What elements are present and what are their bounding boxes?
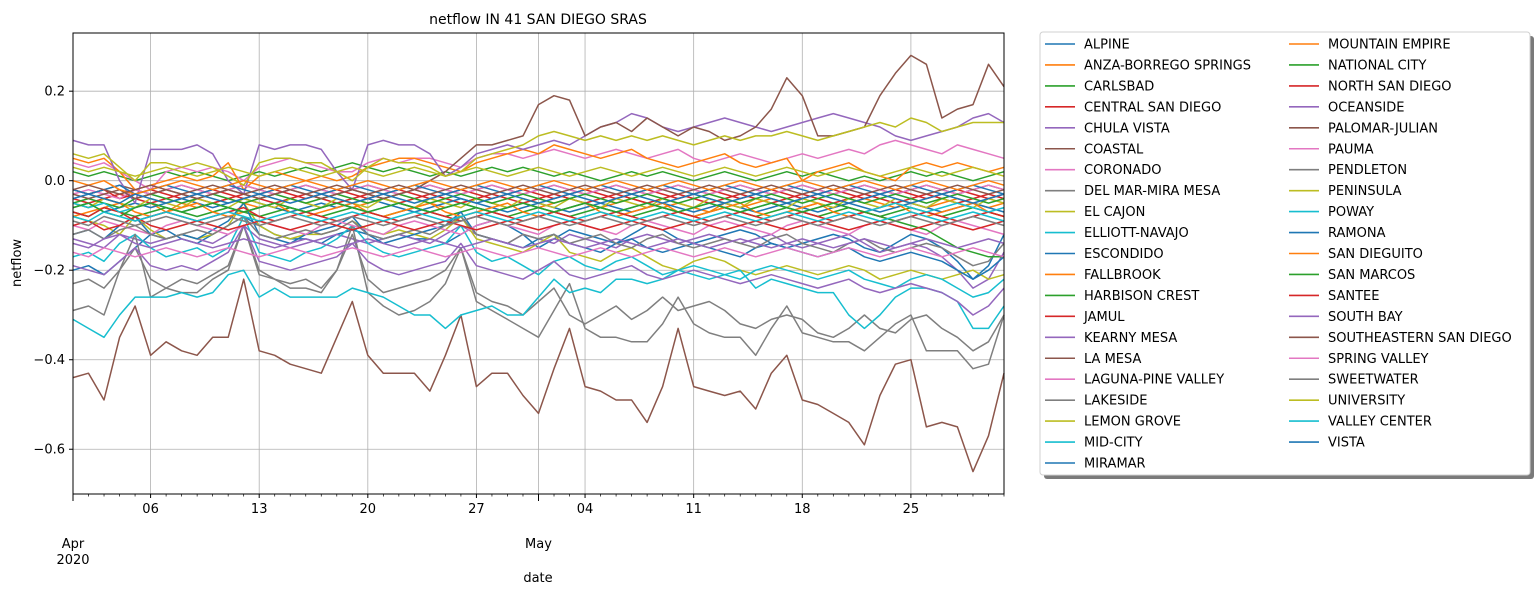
x-tick-label: 20 — [360, 502, 377, 517]
legend-label-alpine: ALPINE — [1084, 38, 1130, 53]
legend-label-elliott-navajo: ELLIOTT-NAVAJO — [1084, 226, 1189, 241]
x-major-tick-label: May — [525, 537, 552, 552]
grid-lines — [72, 33, 1004, 494]
y-tick-label: −0.4 — [33, 353, 65, 368]
legend-label-poway: POWAY — [1328, 205, 1374, 220]
series-line-vista — [72, 193, 1005, 204]
series-line-lakeside — [72, 224, 1005, 370]
series-line-san-marcos — [72, 202, 1004, 258]
chart-title: netflow IN 41 SAN DIEGO SRAS — [429, 12, 647, 28]
series-line-peninsula — [72, 117, 1004, 186]
series-line-national-city — [72, 193, 1005, 209]
series-line-la-mesa — [72, 278, 1005, 473]
legend-label-el-cajon: EL CAJON — [1084, 205, 1145, 220]
x-major-tick-label: Apr — [62, 537, 85, 552]
legend-label-sweetwater: SWEETWATER — [1328, 373, 1419, 388]
legend-label-miramar: MIRAMAR — [1084, 457, 1146, 472]
x-tick-label: 06 — [142, 502, 159, 517]
x-major-tick-sublabel: 2020 — [56, 553, 89, 568]
legend-label-escondido: ESCONDIDO — [1084, 247, 1164, 262]
legend-label-spring-valley: SPRING VALLEY — [1328, 352, 1429, 367]
x-tick-label: 11 — [685, 502, 702, 517]
legend-label-mountain-empire: MOUNTAIN EMPIRE — [1328, 38, 1451, 53]
legend-label-chula-vista: CHULA VISTA — [1084, 121, 1170, 136]
legend-label-coastal: COASTAL — [1084, 142, 1144, 157]
series-line-pauma — [72, 220, 1005, 236]
series-line-santee — [72, 215, 1005, 231]
series-line-oceanside — [72, 224, 1005, 316]
series-line-spring-valley — [72, 247, 1005, 258]
legend-label-pauma: PAUMA — [1328, 142, 1374, 157]
legend-label-university: UNIVERSITY — [1328, 394, 1405, 409]
legend-label-san-marcos: SAN MARCOS — [1328, 268, 1415, 283]
x-tick-label: 18 — [794, 502, 811, 517]
legend-label-southeastern-san-diego: SOUTHEASTERN SAN DIEGO — [1328, 331, 1512, 346]
legend-label-mid-city: MID-CITY — [1084, 436, 1143, 451]
legend-label-fallbrook: FALLBROOK — [1084, 268, 1161, 283]
series-line-south-bay — [72, 233, 1005, 249]
series-line-kearny-mesa — [72, 112, 1005, 204]
legend-label-north-san-diego: NORTH SAN DIEGO — [1328, 79, 1452, 94]
series-line-san-dieguito — [72, 179, 1005, 195]
legend-label-anza-borrego-springs: ANZA-BORREGO SPRINGS — [1084, 58, 1251, 73]
legend-label-south-bay: SOUTH BAY — [1328, 310, 1403, 325]
legend-label-central-san-diego: CENTRAL SAN DIEGO — [1084, 100, 1221, 115]
y-tick-label: 0.2 — [44, 85, 65, 100]
series-line-jamul — [72, 188, 1005, 200]
series-layer — [72, 54, 1005, 473]
series-line-southeastern-san-diego — [72, 184, 1005, 195]
series-line-fallbrook — [72, 144, 1005, 191]
legend-label-kearny-mesa: KEARNY MESA — [1084, 331, 1177, 346]
legend-label-coronado: CORONADO — [1084, 163, 1161, 178]
series-line-university — [72, 166, 1005, 177]
legend-box — [1039, 31, 1531, 476]
x-tick-label: 04 — [577, 502, 594, 517]
x-tick-label: 13 — [251, 502, 268, 517]
legend-label-laguna-pine-valley: LAGUNA-PINE VALLEY — [1084, 373, 1224, 388]
legend-label-san-dieguito: SAN DIEGUITO — [1328, 247, 1423, 262]
legend-label-national-city: NATIONAL CITY — [1328, 58, 1426, 73]
series-line-valley-center — [72, 211, 1005, 222]
legend-label-la-mesa: LA MESA — [1084, 352, 1141, 367]
series-line-sweetwater — [72, 215, 1005, 227]
legend-label-santee: SANTEE — [1328, 289, 1379, 304]
legend-label-palomar-julian: PALOMAR-JULIAN — [1328, 121, 1438, 136]
legend-label-pendleton: PENDLETON — [1328, 163, 1407, 178]
legend-label-lakeside: LAKESIDE — [1084, 394, 1147, 409]
legend-label-harbison-crest: HARBISON CREST — [1084, 289, 1199, 304]
y-tick-label: 0.0 — [44, 174, 65, 189]
series-line-mid-city — [72, 269, 1005, 339]
legend-label-lemon-grove: LEMON GROVE — [1084, 415, 1181, 430]
legend-label-jamul: JAMUL — [1083, 310, 1125, 325]
x-axis-label: date — [523, 571, 552, 586]
legend-label-oceanside: OCEANSIDE — [1328, 100, 1404, 115]
legend-label-valley-center: VALLEY CENTER — [1328, 415, 1432, 430]
series-line-del-mar-mira-mesa — [72, 224, 1005, 352]
legend-label-del-mar-mira-mesa: DEL MAR-MIRA MESA — [1084, 184, 1220, 199]
x-tick-label: 25 — [903, 502, 920, 517]
legend-label-carlsbad: CARLSBAD — [1084, 79, 1154, 94]
y-tick-label: −0.2 — [33, 264, 65, 279]
y-axis-label: netflow — [10, 239, 25, 287]
y-tick-label: −0.6 — [33, 443, 65, 458]
x-tick-label: 27 — [468, 502, 485, 517]
legend: ALPINE ANZA-BORREGO SPRINGS CARLSBAD CENTRA… — [1039, 31, 1534, 479]
legend-label-vista: VISTA — [1328, 436, 1365, 451]
legend-label-peninsula: PENINSULA — [1328, 184, 1402, 199]
axes: 0.2 0.0 −0.2 −0.4 −0.6 06 13 20 27 04 11 18 25 Apr202… — [33, 85, 1005, 568]
legend-label-ramona: RAMONA — [1328, 226, 1386, 241]
